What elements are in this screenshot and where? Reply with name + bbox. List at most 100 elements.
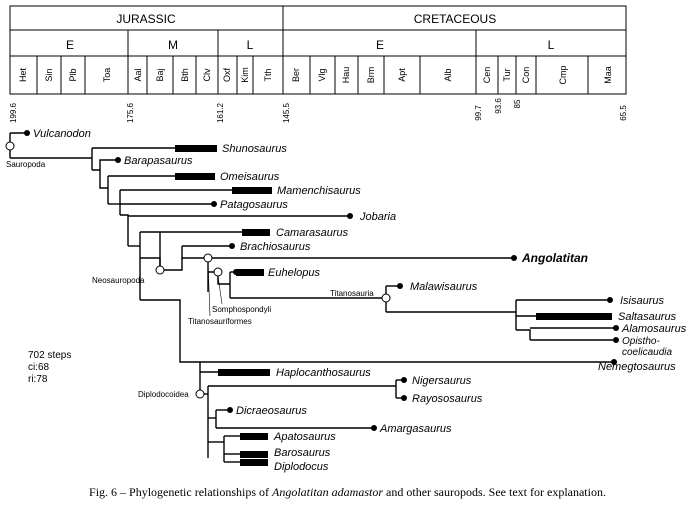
epoch-jurassic-middle: M: [168, 38, 178, 52]
stage-label: Clv: [202, 68, 212, 81]
node-circle: [203, 253, 213, 263]
node-circle: [5, 141, 15, 151]
terminal-dot: [607, 297, 613, 303]
terminal-dots: [24, 130, 619, 431]
epoch-jurassic-early: E: [66, 38, 74, 52]
somphospondyli-leader: [217, 275, 223, 305]
taxon-opisthocoelicaudia-line1: Opistho-: [622, 336, 660, 347]
epoch-cretaceous-late: L: [548, 38, 555, 52]
stage-label: Plb: [68, 68, 78, 81]
age-label: 145.5: [282, 102, 291, 123]
stage-label: Bth: [180, 68, 190, 82]
figure-caption: Fig. 6 – Phylogenetic relationships of A…: [0, 485, 695, 500]
stage-labels: Het Sin Plb Toa Aal Baj Bth Clv Oxf Kim …: [18, 65, 613, 84]
taxon-alamosaurus: Alamosaurus: [621, 323, 687, 335]
stage-label: Tur: [502, 68, 512, 81]
clade-somphospondyli: Somphospondyli: [212, 305, 271, 314]
terminal-dot: [24, 130, 30, 136]
clade-neosauropoda: Neosauropoda: [92, 276, 145, 285]
clade-titanosauriformes: Titanosauriformes: [188, 317, 252, 326]
titanosauriformes-leader: [207, 261, 211, 317]
stage-label: Baj: [155, 68, 165, 81]
age-label: 199.6: [9, 102, 18, 123]
stage-label: Con: [521, 67, 531, 84]
node-circle: [155, 265, 165, 275]
terminal-dot: [115, 157, 121, 163]
node-markers: [5, 141, 391, 399]
taxon-euhelopus: Euhelopus: [268, 267, 320, 279]
stage-label: Aal: [133, 68, 143, 81]
stage-label: Tth: [263, 68, 273, 81]
stage-label: Toa: [102, 68, 112, 83]
range-bar: [240, 451, 268, 458]
stage-label: Het: [18, 68, 28, 83]
terminal-dot: [227, 407, 233, 413]
age-label: 161.2: [216, 102, 225, 123]
range-bar: [175, 173, 215, 180]
taxon-dicraeosaurus: Dicraeosaurus: [236, 405, 307, 417]
range-bar: [236, 269, 264, 276]
age-label: 99.7: [474, 105, 483, 121]
stage-label: Cen: [482, 67, 492, 84]
range-bar: [240, 433, 268, 440]
taxon-saltasaurus: Saltasaurus: [618, 311, 677, 323]
taxon-opisthocoelicaudia-line2: coelicaudia: [622, 347, 672, 358]
caption-suffix: and other sauropods. See text for explan…: [383, 485, 606, 499]
stage-label: Cmp: [558, 65, 568, 84]
taxon-camarasaurus: Camarasaurus: [276, 227, 349, 239]
caption-species: Angolatitan adamastor: [272, 485, 384, 499]
stage-label: Brm: [366, 67, 376, 84]
epoch-jurassic-late: L: [247, 38, 254, 52]
age-label: 175.6: [126, 102, 135, 123]
terminal-dot: [511, 255, 517, 261]
terminal-dot: [611, 359, 617, 365]
age-label: 93.6: [494, 98, 503, 114]
caption-prefix: Fig. 6 – Phylogenetic relationships of: [89, 485, 273, 499]
period-jurassic: JURASSIC: [116, 12, 176, 26]
tree-branches: [9, 132, 616, 463]
taxon-brachiosaurus: Brachiosaurus: [240, 241, 311, 253]
range-bar: [175, 145, 217, 152]
terminal-dot: [613, 337, 619, 343]
stage-label: Kim: [240, 67, 250, 83]
terminal-dot: [347, 213, 353, 219]
clade-sauropoda: Sauropoda: [6, 160, 46, 169]
range-bar: [242, 229, 270, 236]
terminal-dot: [397, 283, 403, 289]
range-bar: [232, 187, 272, 194]
taxon-diplodocus: Diplodocus: [274, 461, 329, 473]
taxon-amargasaurus: Amargasaurus: [379, 423, 452, 435]
stage-label: Alb: [443, 68, 453, 81]
age-label: 85: [513, 99, 522, 108]
taxon-mamenchisaurus: Mamenchisaurus: [277, 185, 361, 197]
range-bars: [175, 145, 612, 466]
age-label: 65.5: [619, 105, 628, 121]
node-circle: [381, 293, 391, 303]
terminal-dot: [371, 425, 377, 431]
range-bar: [218, 369, 270, 376]
stage-label: Ber: [291, 68, 301, 82]
terminal-dot: [211, 201, 217, 207]
node-circle: [195, 389, 205, 399]
taxon-barosaurus: Barosaurus: [274, 447, 331, 459]
taxon-patagosaurus: Patagosaurus: [220, 199, 288, 211]
node-circle: [213, 267, 223, 277]
taxon-shunosaurus: Shunosaurus: [222, 143, 287, 155]
taxon-isisaurus: Isisaurus: [620, 295, 665, 307]
stats-steps: 702 steps: [28, 350, 71, 361]
taxon-malawisaurus: Malawisaurus: [410, 281, 478, 293]
stage-label: Oxf: [222, 68, 232, 83]
stage-label: Apt: [397, 68, 407, 82]
taxon-apatosaurus: Apatosaurus: [273, 431, 336, 443]
taxon-haplocanthosaurus: Haplocanthosaurus: [276, 367, 371, 379]
taxon-jobaria: Jobaria: [359, 211, 396, 223]
age-labels: 199.6 175.6 161.2 145.5 99.7 93.6 85 65.…: [9, 98, 628, 123]
terminal-dot: [229, 243, 235, 249]
taxon-nigersaurus: Nigersaurus: [412, 375, 472, 387]
terminal-dot: [401, 377, 407, 383]
clade-titanosauria: Titanosauria: [330, 289, 374, 298]
taxon-barapasaurus: Barapasaurus: [124, 155, 193, 167]
stats-ci: ci:68: [28, 362, 50, 373]
taxon-nemegtosaurus: Nemegtosaurus: [598, 361, 676, 373]
